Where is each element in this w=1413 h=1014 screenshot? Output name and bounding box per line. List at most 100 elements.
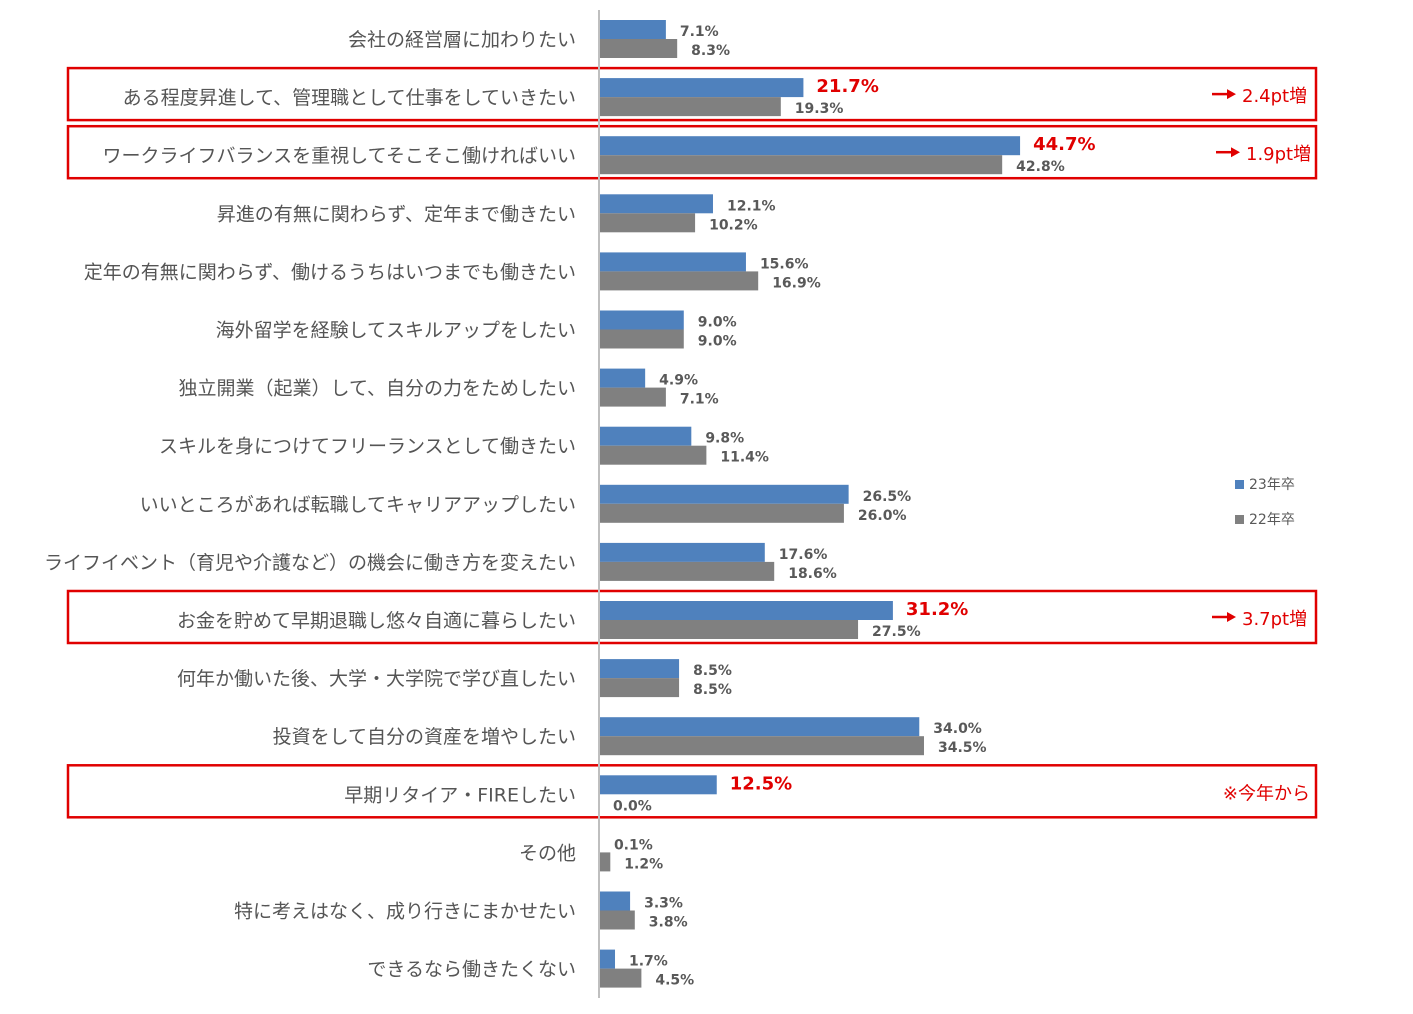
- bar-22: [599, 910, 635, 930]
- bar-22: [599, 852, 611, 872]
- bar-22: [599, 97, 781, 117]
- data-label-22: 9.0%: [698, 334, 737, 350]
- data-label-23: 15.6%: [760, 256, 809, 272]
- bar-22: [599, 213, 696, 233]
- category-label: ライフイベント（育児や介護など）の機会に働き方を変えたい: [44, 552, 576, 574]
- data-label-22: 4.5%: [655, 973, 694, 989]
- category-label: スキルを身につけてフリーランスとして働きたい: [159, 436, 576, 458]
- legend-label: 22年卒: [1249, 512, 1295, 528]
- data-label-22: 7.1%: [680, 392, 719, 408]
- bar-23: [599, 310, 684, 330]
- data-label-22: 16.9%: [772, 275, 821, 291]
- category-label: いいところがあれば転職してキャリアアップしたい: [140, 494, 576, 516]
- bar-23: [599, 20, 666, 39]
- data-label-23: 44.7%: [1033, 134, 1095, 155]
- bar-22: [599, 329, 684, 349]
- data-label-23: 4.9%: [659, 373, 698, 389]
- bar-23: [599, 484, 849, 504]
- bar-23: [599, 949, 616, 969]
- bar-23: [599, 136, 1021, 156]
- data-label-22: 3.8%: [649, 915, 688, 931]
- change-note: 2.4pt増: [1242, 86, 1307, 107]
- bar-23: [599, 368, 646, 388]
- data-label-23: 8.5%: [693, 663, 732, 679]
- bar-23: [599, 426, 692, 446]
- category-label: 何年か働いた後、大学・大学院で学び直したい: [177, 668, 576, 690]
- bar-23: [599, 252, 746, 272]
- highlight-box: [66, 589, 1318, 645]
- highlight-box: [66, 66, 1318, 122]
- category-label: 早期リタイア・FIREしたい: [344, 784, 576, 806]
- change-note: 3.7pt増: [1242, 609, 1307, 630]
- bar-22: [599, 968, 642, 988]
- data-label-23: 21.7%: [816, 76, 878, 97]
- bar-23: [599, 891, 631, 911]
- data-label-22: 1.2%: [624, 856, 663, 872]
- data-label-23: 12.5%: [730, 773, 792, 794]
- data-label-23: 3.3%: [644, 896, 683, 912]
- data-label-23: 12.1%: [727, 198, 776, 214]
- category-label: お金を貯めて早期退職し悠々自適に暮らしたい: [177, 610, 576, 632]
- category-label: その他: [519, 842, 576, 864]
- category-label: 海外留学を経験してスキルアップをしたい: [216, 320, 576, 342]
- legend-swatch: [1235, 515, 1244, 524]
- data-label-23: 9.8%: [705, 431, 744, 447]
- category-label: 定年の有無に関わらず、働けるうちはいつまでも働きたい: [84, 261, 576, 283]
- bar-22: [599, 387, 666, 407]
- data-label-22: 0.0%: [613, 798, 652, 814]
- category-label: ある程度昇進して、管理職として仕事をしていきたい: [123, 87, 576, 109]
- bar-23: [599, 601, 893, 620]
- bar-22: [599, 503, 844, 523]
- data-label-22: 19.3%: [795, 101, 844, 117]
- bar-22: [599, 678, 680, 698]
- data-label-23: 7.1%: [680, 24, 719, 40]
- change-note: ※今年から: [1223, 783, 1310, 804]
- data-label-22: 27.5%: [872, 624, 921, 640]
- bar-22: [599, 620, 859, 639]
- bar-22: [599, 39, 678, 58]
- bar-22: [599, 445, 707, 465]
- data-label-22: 10.2%: [709, 217, 758, 233]
- category-label: できるなら働きたくない: [367, 959, 576, 981]
- category-label: ワークライフバランスを重視してそこそこ働ければいい: [103, 145, 576, 167]
- data-label-23: 17.6%: [779, 547, 828, 563]
- bar-22: [599, 271, 759, 291]
- bar-23: [599, 717, 920, 737]
- data-label-23: 0.1%: [614, 837, 653, 853]
- data-label-23: 34.0%: [933, 721, 982, 737]
- category-label: 独立開業（起業）して、自分の力をためしたい: [179, 378, 576, 400]
- bar-22: [599, 561, 775, 581]
- highlight-box: [66, 764, 1318, 819]
- data-label-22: 8.5%: [693, 682, 732, 698]
- highlight-box: [66, 124, 1318, 180]
- data-label-22: 34.5%: [938, 740, 987, 756]
- data-label-23: 31.2%: [906, 599, 968, 620]
- category-label: 会社の経営層に加わりたい: [348, 29, 576, 51]
- bar-23: [599, 78, 804, 98]
- data-label-23: 9.0%: [698, 315, 737, 331]
- data-label-22: 42.8%: [1016, 159, 1065, 175]
- category-label: 特に考えはなく、成り行きにまかせたい: [234, 901, 576, 923]
- arrow-head-icon: [1227, 89, 1236, 100]
- bar-22: [599, 736, 924, 756]
- data-label-23: 26.5%: [863, 489, 912, 505]
- bar-23: [599, 659, 680, 679]
- legend-label: 23年卒: [1249, 477, 1295, 493]
- arrow-head-icon: [1227, 612, 1236, 622]
- data-label-22: 18.6%: [788, 566, 837, 582]
- legend-swatch: [1235, 480, 1244, 489]
- category-label: 昇進の有無に関わらず、定年まで働きたい: [217, 203, 576, 225]
- change-note: 1.9pt増: [1246, 144, 1311, 165]
- category-label: 投資をして自分の資産を増やしたい: [273, 726, 576, 748]
- data-label-23: 1.7%: [629, 954, 668, 970]
- bar-23: [599, 775, 717, 795]
- data-label-22: 26.0%: [858, 508, 907, 524]
- data-label-22: 8.3%: [691, 43, 730, 59]
- bar-22: [599, 155, 1003, 175]
- arrow-head-icon: [1231, 147, 1240, 158]
- bar-23: [599, 542, 765, 562]
- bar-23: [599, 194, 713, 214]
- data-label-22: 11.4%: [720, 450, 769, 466]
